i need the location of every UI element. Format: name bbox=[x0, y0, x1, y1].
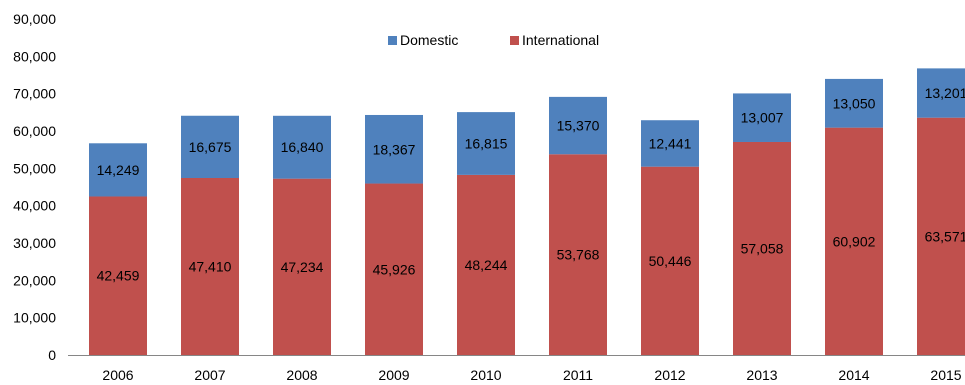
data-label-domestic-2013: 13,007 bbox=[741, 110, 784, 126]
bar-domestic-2015 bbox=[917, 68, 965, 118]
x-axis: 2006 2007 2008 2009 2010 2011 2012 2013 2014 2015 bbox=[102, 367, 961, 383]
bar-international-2006 bbox=[89, 196, 147, 355]
x-tick-label: 2008 bbox=[286, 367, 317, 383]
legend-label-international: International bbox=[522, 32, 599, 48]
data-label-domestic-2009: 18,367 bbox=[373, 141, 416, 157]
bar-domestic-2013 bbox=[733, 93, 791, 142]
bar-domestic-2014 bbox=[825, 78, 883, 128]
data-label-international-2007: 47,410 bbox=[189, 259, 232, 275]
bar-international-2010 bbox=[457, 174, 515, 355]
y-axis: 0 10,000 20,000 30,000 40,000 50,000 60,000 70,… bbox=[13, 11, 965, 363]
bar-international-2009 bbox=[365, 183, 423, 355]
legend-swatch-domestic bbox=[388, 36, 397, 45]
y-tick-label: 0 bbox=[48, 347, 56, 363]
data-label-international-2014: 60,902 bbox=[833, 233, 876, 249]
y-tick-label: 80,000 bbox=[13, 48, 56, 64]
bar-domestic-2010 bbox=[457, 112, 515, 175]
data-label-international-2012: 50,446 bbox=[649, 253, 692, 269]
data-label-domestic-2011: 15,370 bbox=[557, 118, 600, 134]
y-tick-label: 70,000 bbox=[13, 86, 56, 102]
x-tick-label: 2013 bbox=[746, 367, 777, 383]
x-tick-label: 2007 bbox=[194, 367, 225, 383]
data-label-international-2009: 45,926 bbox=[373, 261, 416, 277]
x-tick-label: 2011 bbox=[563, 367, 593, 383]
data-label-international-2006: 42,459 bbox=[97, 268, 140, 284]
data-label-domestic-2010: 16,815 bbox=[465, 136, 508, 152]
y-tick-label: 90,000 bbox=[13, 11, 56, 27]
data-label-domestic-2015: 13,201 bbox=[925, 85, 965, 101]
bar-international-2008 bbox=[273, 178, 331, 355]
bar-domestic-2006 bbox=[89, 143, 147, 197]
y-tick-label: 60,000 bbox=[13, 123, 56, 139]
x-tick-label: 2009 bbox=[378, 367, 409, 383]
data-label-international-2015: 63,571 bbox=[925, 228, 965, 244]
data-label-international-2013: 57,058 bbox=[741, 240, 784, 256]
x-tick-label: 2014 bbox=[838, 367, 869, 383]
y-tick-label: 50,000 bbox=[13, 160, 56, 176]
bar-domestic-2011 bbox=[549, 96, 607, 155]
bar-domestic-2008 bbox=[273, 115, 331, 179]
data-label-domestic-2007: 16,675 bbox=[189, 139, 232, 155]
y-tick-label: 20,000 bbox=[13, 272, 56, 288]
bar-international-2011 bbox=[549, 154, 607, 355]
data-label-international-2011: 53,768 bbox=[557, 247, 600, 263]
x-tick-label: 2015 bbox=[930, 367, 961, 383]
x-tick-label: 2012 bbox=[654, 367, 685, 383]
bar-international-2014 bbox=[825, 127, 883, 355]
bar-domestic-2009 bbox=[365, 114, 423, 184]
bar-domestic-2012 bbox=[641, 120, 699, 167]
data-label-international-2010: 48,244 bbox=[465, 257, 508, 273]
bar-domestic-2007 bbox=[181, 115, 239, 179]
bar-international-2013 bbox=[733, 141, 791, 355]
data-label-international-2008: 47,234 bbox=[281, 259, 324, 275]
data-label-domestic-2006: 14,249 bbox=[97, 162, 140, 178]
data-label-domestic-2014: 13,050 bbox=[833, 95, 876, 111]
bar-international-2015 bbox=[917, 117, 965, 355]
data-label-domestic-2012: 12,441 bbox=[649, 135, 692, 151]
bars: 42,459 14,249 47,410 16,675 47,234 16,840 45,9… bbox=[89, 68, 965, 355]
legend-label-domestic: Domestic bbox=[400, 32, 458, 48]
legend-swatch-international bbox=[510, 36, 519, 45]
x-tick-label: 2006 bbox=[102, 367, 133, 383]
y-tick-label: 10,000 bbox=[13, 310, 56, 326]
bar-international-2012 bbox=[641, 166, 699, 355]
y-tick-label: 40,000 bbox=[13, 198, 56, 214]
legend: Domestic International bbox=[388, 32, 599, 48]
data-label-domestic-2008: 16,840 bbox=[281, 139, 324, 155]
y-tick-label: 30,000 bbox=[13, 235, 56, 251]
x-tick-label: 2010 bbox=[470, 367, 501, 383]
bar-international-2007 bbox=[181, 178, 239, 355]
